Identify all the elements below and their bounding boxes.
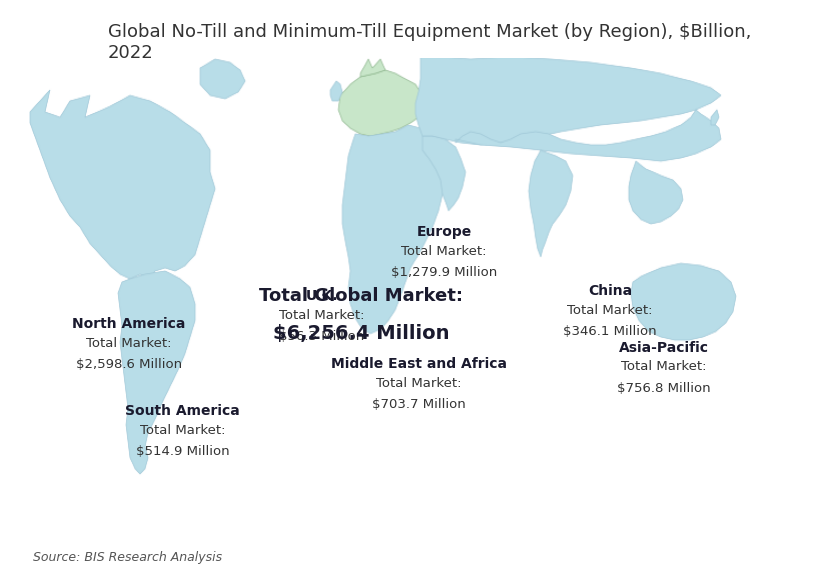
Text: Europe: Europe <box>417 225 471 239</box>
Text: $346.1 Million: $346.1 Million <box>564 325 657 338</box>
Text: $756.8 Million: $756.8 Million <box>618 382 710 394</box>
Text: Total Global Market:: Total Global Market: <box>259 287 463 305</box>
Text: Total Market:: Total Market: <box>401 245 487 258</box>
Text: Source: BIS Research Analysis: Source: BIS Research Analysis <box>33 550 222 564</box>
Text: China: China <box>588 284 632 298</box>
Text: $703.7 Million: $703.7 Million <box>373 398 466 411</box>
Text: U.K.: U.K. <box>305 289 339 302</box>
Text: $514.9 Million: $514.9 Million <box>136 445 229 458</box>
Text: $6,256.4 Million: $6,256.4 Million <box>273 324 449 343</box>
Text: Total Market:: Total Market: <box>567 304 653 317</box>
Text: Total Market:: Total Market: <box>279 309 365 321</box>
Text: Total Market:: Total Market: <box>85 337 172 350</box>
Text: $1,279.9 Million: $1,279.9 Million <box>391 266 497 279</box>
Text: Total Market:: Total Market: <box>139 424 226 437</box>
Text: South America: South America <box>125 404 240 418</box>
Text: $2,598.6 Million: $2,598.6 Million <box>76 358 182 371</box>
Text: Global No-Till and Minimum-Till Equipment Market (by Region), $Billion,
2022: Global No-Till and Minimum-Till Equipmen… <box>108 23 751 62</box>
Text: $56.3 Million: $56.3 Million <box>280 329 364 343</box>
Text: North America: North America <box>72 317 185 331</box>
Text: Asia-Pacific: Asia-Pacific <box>619 340 709 355</box>
Text: Total Market:: Total Market: <box>621 361 707 373</box>
Text: Total Market:: Total Market: <box>376 377 462 390</box>
Text: Middle East and Africa: Middle East and Africa <box>331 357 507 371</box>
